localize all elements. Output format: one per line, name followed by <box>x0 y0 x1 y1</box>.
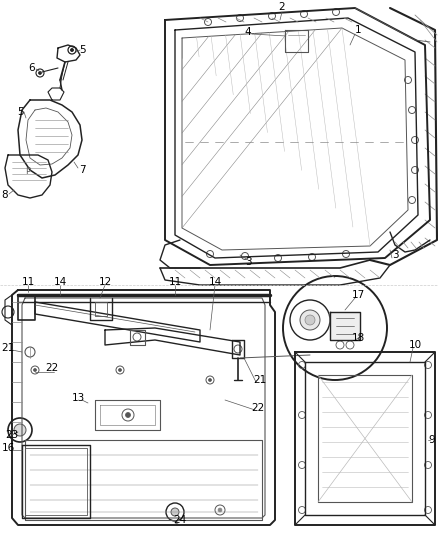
Text: 11: 11 <box>168 277 182 287</box>
Text: 11: 11 <box>21 277 35 287</box>
Circle shape <box>126 413 131 417</box>
Circle shape <box>171 508 179 516</box>
Text: 17: 17 <box>351 290 364 300</box>
Text: 24: 24 <box>173 515 187 525</box>
Circle shape <box>33 368 36 372</box>
Circle shape <box>208 378 212 382</box>
Circle shape <box>71 49 74 52</box>
Text: 14: 14 <box>208 277 222 287</box>
Circle shape <box>305 315 315 325</box>
Text: 6: 6 <box>28 63 35 73</box>
Text: 3: 3 <box>392 250 398 260</box>
Text: 10: 10 <box>409 340 421 350</box>
Text: 5: 5 <box>79 45 85 55</box>
Circle shape <box>119 368 121 372</box>
Circle shape <box>300 310 320 330</box>
Text: P: P <box>25 167 31 176</box>
Text: 22: 22 <box>46 363 59 373</box>
Circle shape <box>39 71 42 75</box>
Circle shape <box>218 508 222 512</box>
Text: 9: 9 <box>428 435 435 445</box>
Text: 4: 4 <box>245 27 251 37</box>
Text: 16: 16 <box>1 443 14 453</box>
Text: 22: 22 <box>251 403 265 413</box>
Text: 3: 3 <box>245 257 251 267</box>
Circle shape <box>14 424 26 436</box>
Text: 5: 5 <box>17 107 23 117</box>
Text: 13: 13 <box>71 393 85 403</box>
Text: 12: 12 <box>99 277 112 287</box>
Text: 8: 8 <box>2 190 8 200</box>
Text: 2: 2 <box>279 2 285 12</box>
Text: 21: 21 <box>253 375 267 385</box>
Text: 18: 18 <box>351 333 364 343</box>
Text: 23: 23 <box>5 430 18 440</box>
Text: 14: 14 <box>53 277 67 287</box>
Text: 21: 21 <box>1 343 14 353</box>
Text: 1: 1 <box>355 25 361 35</box>
Text: 7: 7 <box>79 165 85 175</box>
Polygon shape <box>330 312 360 340</box>
